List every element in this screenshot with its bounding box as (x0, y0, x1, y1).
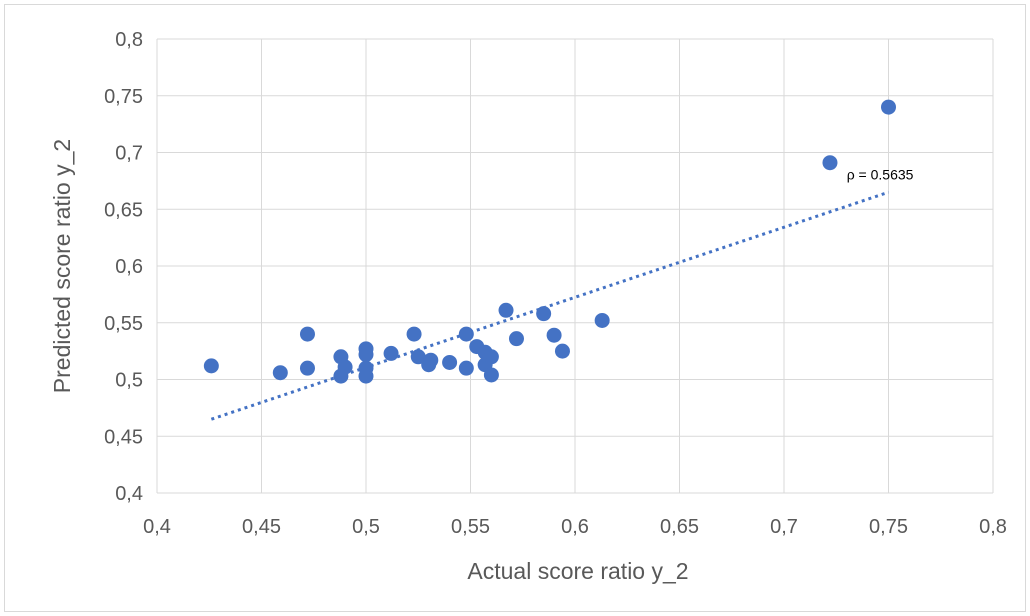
data-point (881, 99, 896, 115)
x-tick-label: 0,55 (451, 516, 490, 538)
data-point (358, 347, 374, 363)
data-point (546, 327, 562, 343)
data-point (458, 360, 474, 376)
y-tick-label: 0,55 (104, 313, 143, 335)
x-tick-label: 0,8 (979, 516, 1007, 538)
x-tick-label: 0,4 (143, 516, 171, 538)
data-point (536, 306, 552, 322)
data-point (358, 368, 374, 384)
data-point (483, 349, 499, 365)
data-point (594, 312, 610, 328)
data-point (333, 368, 349, 384)
x-tick-label: 0,65 (660, 516, 699, 538)
data-point (822, 155, 838, 171)
data-point (483, 367, 499, 383)
data-point (458, 326, 474, 342)
trendline-group (210, 190, 889, 421)
y-tick-label: 0,5 (115, 370, 143, 392)
y-axis-title: Predicted score ratio y_2 (49, 139, 75, 393)
data-point (299, 360, 315, 376)
y-tick-label: 0,7 (115, 143, 143, 165)
data-point (554, 343, 570, 359)
data-point (299, 326, 315, 342)
x-tick-label: 0,7 (770, 516, 798, 538)
y-tick-label: 0,8 (115, 29, 143, 51)
trendline (210, 190, 889, 421)
grid (156, 38, 994, 494)
x-tick-labels: 0,4 0,45 0,5 0,55 0,6 0,65 0,7 0,75 0,8 (143, 516, 1007, 538)
y-tick-label: 0,4 (115, 483, 143, 505)
x-tick-label: 0,45 (242, 516, 281, 538)
data-point (203, 358, 219, 374)
data-point (508, 331, 524, 347)
data-point (383, 345, 399, 361)
data-point (406, 326, 422, 342)
data-point (410, 349, 426, 365)
x-axis-title: Actual score ratio y_2 (467, 558, 688, 584)
x-tick-label: 0,75 (869, 516, 908, 538)
chart-frame (4, 4, 1026, 612)
data-points (203, 99, 896, 384)
data-point (498, 302, 514, 318)
y-tick-label: 0,6 (115, 256, 143, 278)
data-point (272, 365, 288, 381)
correlation-annotation: ρ = 0.5635 (847, 167, 914, 183)
x-tick-label: 0,5 (352, 516, 380, 538)
y-tick-label: 0,45 (104, 426, 143, 448)
x-tick-label: 0,6 (561, 516, 589, 538)
y-tick-labels: 0,4 0,45 0,5 0,55 0,6 0,65 0,7 0,75 0,8 (104, 29, 143, 505)
y-tick-label: 0,75 (104, 86, 143, 108)
data-point (423, 352, 439, 368)
data-point (442, 354, 458, 370)
y-tick-label: 0,65 (104, 199, 143, 221)
